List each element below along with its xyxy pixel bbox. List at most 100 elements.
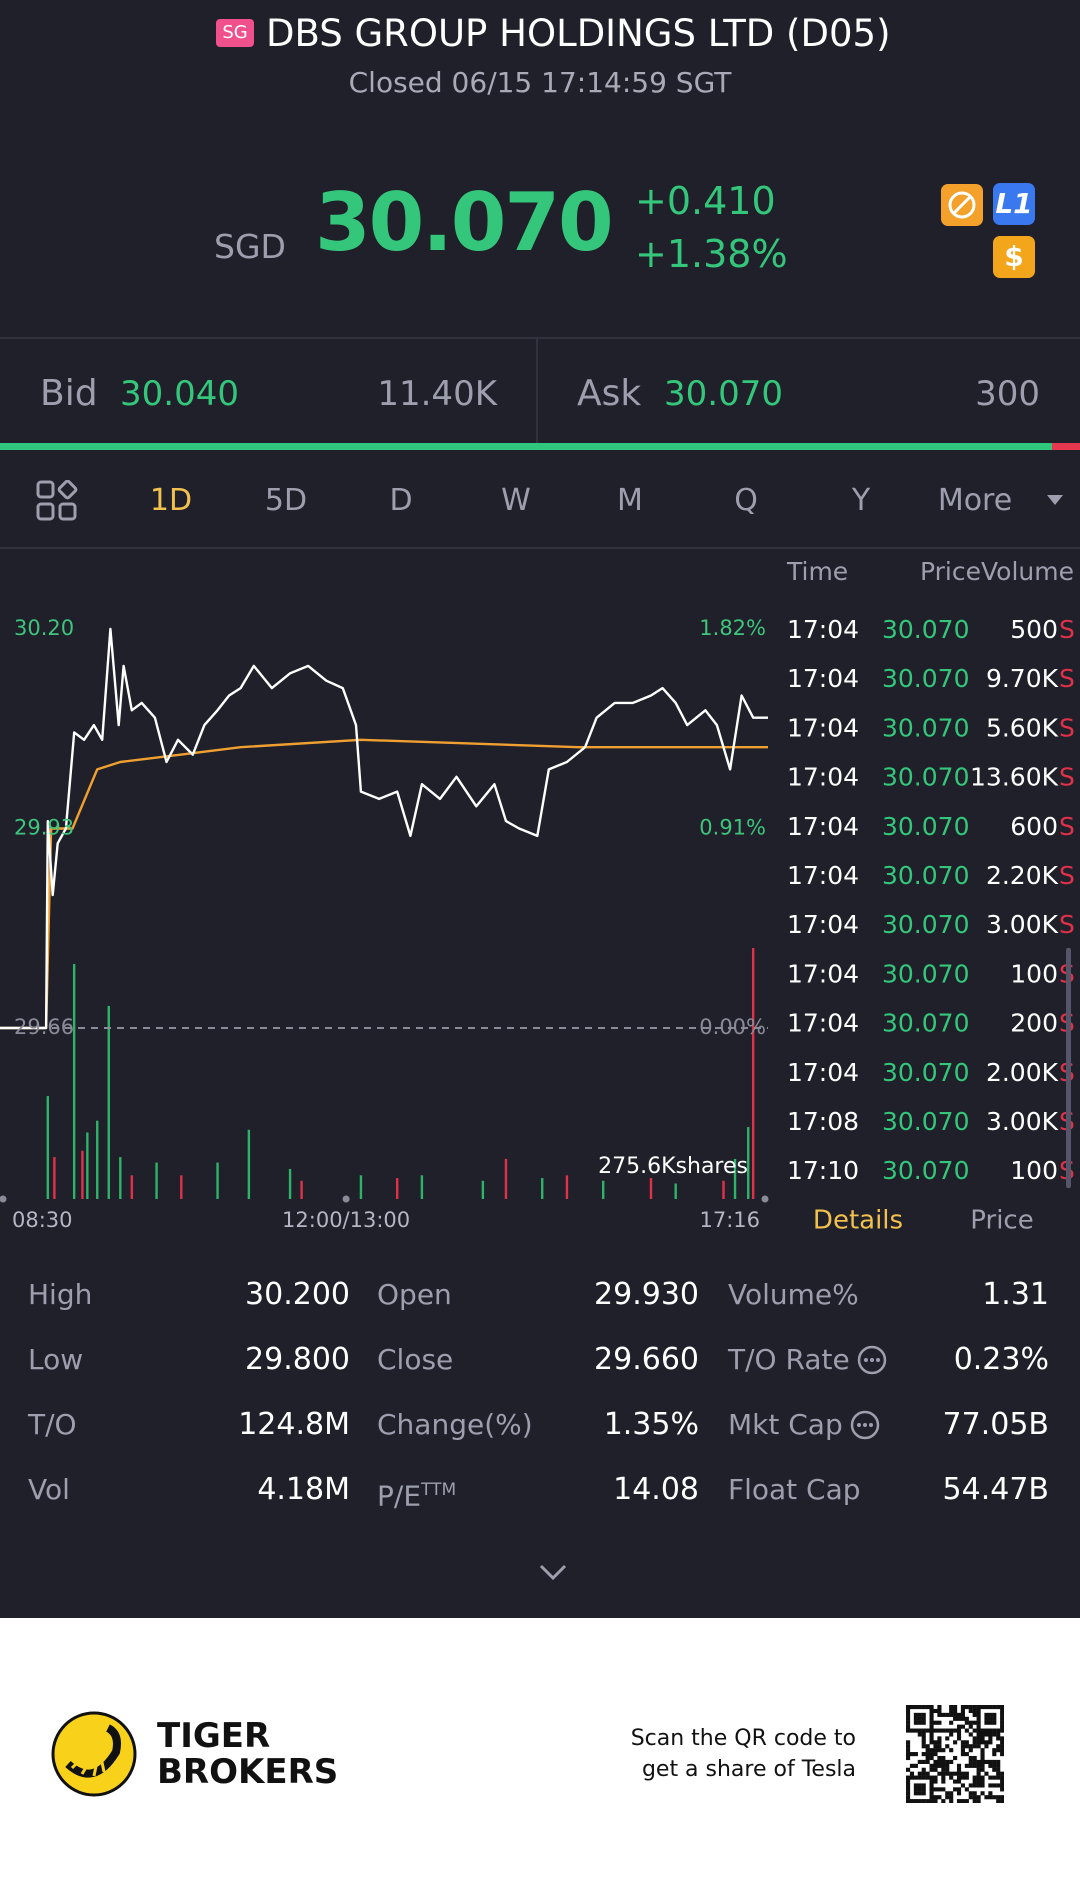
qr-cell — [925, 1705, 930, 1710]
qr-cell — [941, 1759, 946, 1764]
qr-cell — [972, 1779, 977, 1784]
price-change-pct: +1.38% — [635, 232, 788, 276]
qr-cell — [972, 1783, 977, 1788]
qr-cell — [929, 1787, 934, 1792]
qr-cell — [933, 1767, 938, 1772]
panel-tab[interactable]: Price — [970, 1206, 1033, 1236]
x-tick-label: 12:00/13:00 — [282, 1208, 410, 1232]
qr-cell — [937, 1720, 942, 1725]
qr-cell — [945, 1763, 950, 1768]
info-icon[interactable] — [849, 1409, 881, 1441]
qr-cell — [937, 1763, 942, 1768]
qr-cell — [913, 1712, 918, 1717]
qr-cell — [992, 1759, 997, 1764]
qr-cell — [976, 1705, 981, 1710]
stat-value: 29.800 — [245, 1342, 350, 1377]
qr-cell — [921, 1752, 926, 1757]
qr-cell — [933, 1795, 938, 1800]
tab[interactable]: 5D — [264, 483, 308, 518]
qr-cell — [992, 1795, 997, 1800]
qr-cell — [921, 1712, 926, 1717]
tab[interactable]: Q — [734, 483, 758, 518]
stat-value: 30.200 — [245, 1277, 350, 1312]
volume-bar — [86, 1132, 89, 1199]
qr-cell — [988, 1775, 993, 1780]
tab[interactable]: D — [389, 483, 413, 518]
qr-cell — [906, 1728, 911, 1733]
layout-icon[interactable] — [36, 480, 78, 522]
volume-label: 275.6Kshares — [598, 1154, 748, 1179]
qr-cell — [945, 1736, 950, 1741]
qr-cell — [1000, 1728, 1004, 1733]
qr-cell — [988, 1740, 993, 1745]
qr-cell — [921, 1716, 926, 1721]
qr-cell — [976, 1712, 981, 1717]
divider — [0, 337, 1080, 339]
qr-cell — [968, 1763, 973, 1768]
qr-cell — [921, 1720, 926, 1725]
qr-cell — [941, 1799, 946, 1803]
qr-cell — [929, 1775, 934, 1780]
qr-cell — [917, 1712, 922, 1717]
expand-chevron[interactable] — [538, 1562, 568, 1582]
info-icon[interactable] — [856, 1344, 888, 1376]
qr-cell — [968, 1708, 973, 1714]
qr-cell — [980, 1740, 985, 1745]
qr-code[interactable] — [906, 1705, 1004, 1803]
trade-price: 30.070 — [882, 910, 969, 939]
qr-cell — [992, 1720, 997, 1725]
qr-cell — [956, 1767, 962, 1772]
qr-cell — [949, 1771, 954, 1776]
volume-bar — [96, 1120, 99, 1199]
qr-cell — [980, 1748, 985, 1753]
trade-time: 17:08 — [787, 1107, 859, 1136]
tab[interactable]: 1D — [149, 483, 193, 518]
qr-cell — [906, 1755, 911, 1761]
qr-cell — [921, 1775, 926, 1780]
trade-time: 17:04 — [787, 763, 859, 792]
qr-cell — [996, 1783, 1001, 1788]
panel-tab[interactable]: Details — [813, 1206, 903, 1236]
qr-cell — [949, 1712, 954, 1717]
qr-cell — [992, 1705, 997, 1710]
qr-cell — [980, 1783, 985, 1788]
qr-cell — [917, 1783, 922, 1788]
qr-cell — [953, 1740, 958, 1745]
stat-label: Vol — [28, 1473, 70, 1506]
qr-cell — [921, 1705, 926, 1710]
qr-cell — [933, 1720, 938, 1725]
qr-cell — [913, 1775, 918, 1780]
qr-cell — [968, 1755, 973, 1761]
qr-cell — [956, 1787, 962, 1792]
qr-cell — [1000, 1744, 1004, 1749]
more-arrow[interactable] — [1045, 492, 1065, 508]
qr-cell — [992, 1752, 997, 1757]
trade-price: 30.070 — [882, 1107, 969, 1136]
qr-cell — [937, 1708, 942, 1714]
qr-cell — [945, 1767, 950, 1772]
brand-line: TIGER — [157, 1716, 271, 1756]
trade-volume: 2.20K — [986, 861, 1059, 890]
qr-cell — [941, 1767, 946, 1772]
stat-value: 29.930 — [594, 1277, 699, 1312]
qr-cell — [972, 1708, 977, 1714]
bid-label: Bid — [40, 373, 98, 414]
trade-side: S — [1059, 664, 1075, 693]
qr-cell — [929, 1728, 934, 1733]
qr-cell — [960, 1783, 965, 1788]
qr-cell — [1000, 1712, 1004, 1717]
trade-time: 17:04 — [787, 1058, 859, 1087]
qr-cell — [956, 1716, 962, 1721]
qr-cell — [949, 1799, 954, 1803]
qr-cell — [968, 1759, 973, 1764]
tab[interactable]: M — [617, 483, 643, 518]
qr-cell — [949, 1732, 954, 1737]
qr-cell — [976, 1763, 981, 1768]
tab[interactable]: More — [937, 483, 1013, 518]
volume-bar — [119, 1157, 122, 1199]
qr-cell — [953, 1771, 958, 1776]
qr-cell — [980, 1705, 985, 1710]
qr-cell — [988, 1732, 993, 1737]
tab[interactable]: W — [501, 483, 531, 518]
tab[interactable]: Y — [851, 483, 871, 518]
